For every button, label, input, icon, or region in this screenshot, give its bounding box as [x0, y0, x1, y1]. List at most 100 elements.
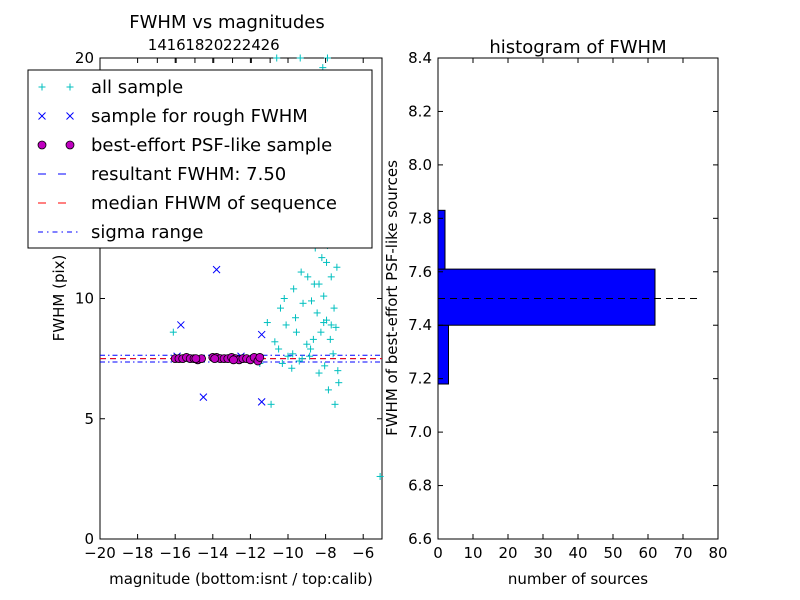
series-0-point-13	[290, 285, 298, 293]
legend-entry-0: all sample	[38, 77, 183, 98]
y-tick-label: 8.2	[408, 102, 432, 120]
legend-entry-4: median FHWM of sequence	[38, 193, 337, 214]
scatter-y-ticks: 0 5 10 20	[75, 49, 382, 548]
x-tick-label: 80	[708, 544, 727, 562]
y-tick-label: 7.0	[408, 423, 432, 441]
series-0-point-40	[326, 335, 334, 343]
x-tick-label: 40	[568, 544, 587, 562]
series-0-point-7	[276, 304, 284, 312]
top-tick-label: 22	[223, 36, 242, 54]
y-tick-label: 6.6	[408, 530, 432, 548]
x-tick-label: −10	[272, 544, 304, 562]
series-0-point-46	[332, 323, 340, 331]
series-0-point-52	[296, 54, 304, 62]
series-0-point-14	[292, 314, 300, 322]
top-tick-label: 24	[242, 36, 261, 54]
series-0-point-28	[315, 369, 323, 377]
x-tick-label: −12	[235, 544, 267, 562]
series-0-point-65	[289, 350, 297, 358]
legend-marker-swatch	[38, 83, 46, 91]
legend-label: resultant FWHM: 7.50	[91, 164, 286, 185]
x-tick-label: −18	[122, 544, 154, 562]
series-0-point-6	[275, 345, 283, 353]
legend-marker-swatch	[66, 83, 74, 91]
y-tick-label: 7.6	[408, 263, 432, 281]
series-0-point-10	[284, 352, 292, 360]
x-tick-label: 30	[533, 544, 552, 562]
x-tick-label: −14	[197, 544, 229, 562]
histogram-y-label: FWHM of best-effort PSF-like sources	[383, 160, 401, 436]
series-0-point-33	[320, 292, 328, 300]
histogram-panel: 0 10 20 30 40 50 60 70 80 6.6 6.8 7.0 7.2 7.4 7.6 7.8 8…	[383, 37, 728, 588]
series-0-point-3	[263, 319, 271, 327]
top-tick-label: 18	[185, 36, 204, 54]
scatter-y-label: FWHM (pix)	[50, 255, 68, 342]
series-1-point-4	[257, 398, 266, 406]
x-tick-label: 60	[638, 544, 657, 562]
y-tick-label: 8.0	[408, 156, 432, 174]
series-0-point-12	[288, 364, 296, 372]
x-tick-label: 10	[463, 544, 482, 562]
series-0-point-47	[333, 263, 341, 271]
y-tick-label: 7.8	[408, 209, 432, 227]
top-tick-label: 16	[167, 36, 186, 54]
legend-label: sigma range	[91, 222, 203, 243]
legend-marker-swatch	[66, 112, 74, 120]
series-0-point-9	[282, 321, 290, 329]
series-0-point-30	[317, 328, 325, 336]
histogram-x-ticks: 0 10 20 30 40 50 60 70 80	[433, 58, 728, 562]
series-0-point-60	[320, 319, 328, 327]
series-0-point-68	[292, 328, 300, 336]
scatter-x-ticks: −20 −18 −16 −14 −12 −10 −8 −6	[84, 58, 374, 562]
x-tick-label: 50	[603, 544, 622, 562]
x-tick-label: 20	[498, 544, 517, 562]
legend-label: best-effort PSF-like sample	[91, 135, 332, 156]
legend-box	[27, 69, 373, 249]
scatter-legend: all sample sample for rough FWHM best-effo…	[27, 69, 373, 249]
series-0-point-44	[330, 304, 338, 312]
series-0-point-55	[308, 297, 315, 305]
series-0-point-20	[303, 340, 311, 348]
series-0-point-38	[324, 386, 332, 394]
histogram-bar-1	[437, 268, 656, 326]
histogram-bars	[437, 209, 656, 385]
top-tick-label: 26	[261, 36, 280, 54]
series-1-point-1	[212, 265, 221, 274]
histogram-x-label: number of sources	[508, 570, 648, 588]
x-tick-label: −20	[84, 544, 116, 562]
y-tick-label: 6.8	[408, 477, 432, 495]
series-0-point-0	[169, 328, 177, 336]
scatter-top-ticks: 14 16 18 20 22 24 26	[148, 36, 280, 63]
series-2-point-24	[229, 355, 238, 365]
x-tick-label: −6	[352, 544, 374, 562]
legend-label: median FHWM of sequence	[91, 193, 337, 214]
legend-marker-swatch	[37, 140, 47, 150]
y-tick-label: 7.4	[408, 316, 432, 334]
series-0-point-54	[304, 273, 312, 281]
x-tick-label: 70	[673, 544, 692, 562]
scatter-panel: −20 −18 −16 −14 −12 −10 −8 −6 14 16 18 20 22 24 26 05…	[27, 12, 384, 588]
y-tick-label: 20	[75, 49, 94, 67]
top-tick-label: 20	[204, 36, 223, 54]
y-tick-label: 5	[84, 410, 94, 428]
y-tick-label: 10	[75, 290, 94, 308]
series-0-point-53	[376, 472, 384, 480]
y-tick-label: 7.2	[408, 370, 432, 388]
series-2-point-22	[191, 354, 201, 364]
series-0-point-17	[297, 268, 305, 276]
legend-label: sample for rough FWHM	[91, 106, 308, 127]
series-0-point-66	[298, 355, 306, 363]
series-0-point-59	[315, 280, 323, 288]
histogram-bar-2	[437, 209, 446, 270]
y-tick-label: 8.4	[408, 49, 432, 67]
histogram-bar-0	[437, 324, 449, 385]
legend-entry-5: sigma range	[38, 222, 203, 243]
series-0-point-22	[307, 345, 315, 353]
series-2-point-21	[255, 353, 265, 362]
histogram-title: histogram of FWHM	[489, 37, 666, 58]
x-tick-label: 0	[433, 544, 443, 562]
series-0-point-63	[327, 321, 335, 329]
series-2-point-23	[210, 354, 220, 364]
series-0-point-8	[280, 295, 288, 302]
series-0-point-41	[327, 273, 335, 281]
